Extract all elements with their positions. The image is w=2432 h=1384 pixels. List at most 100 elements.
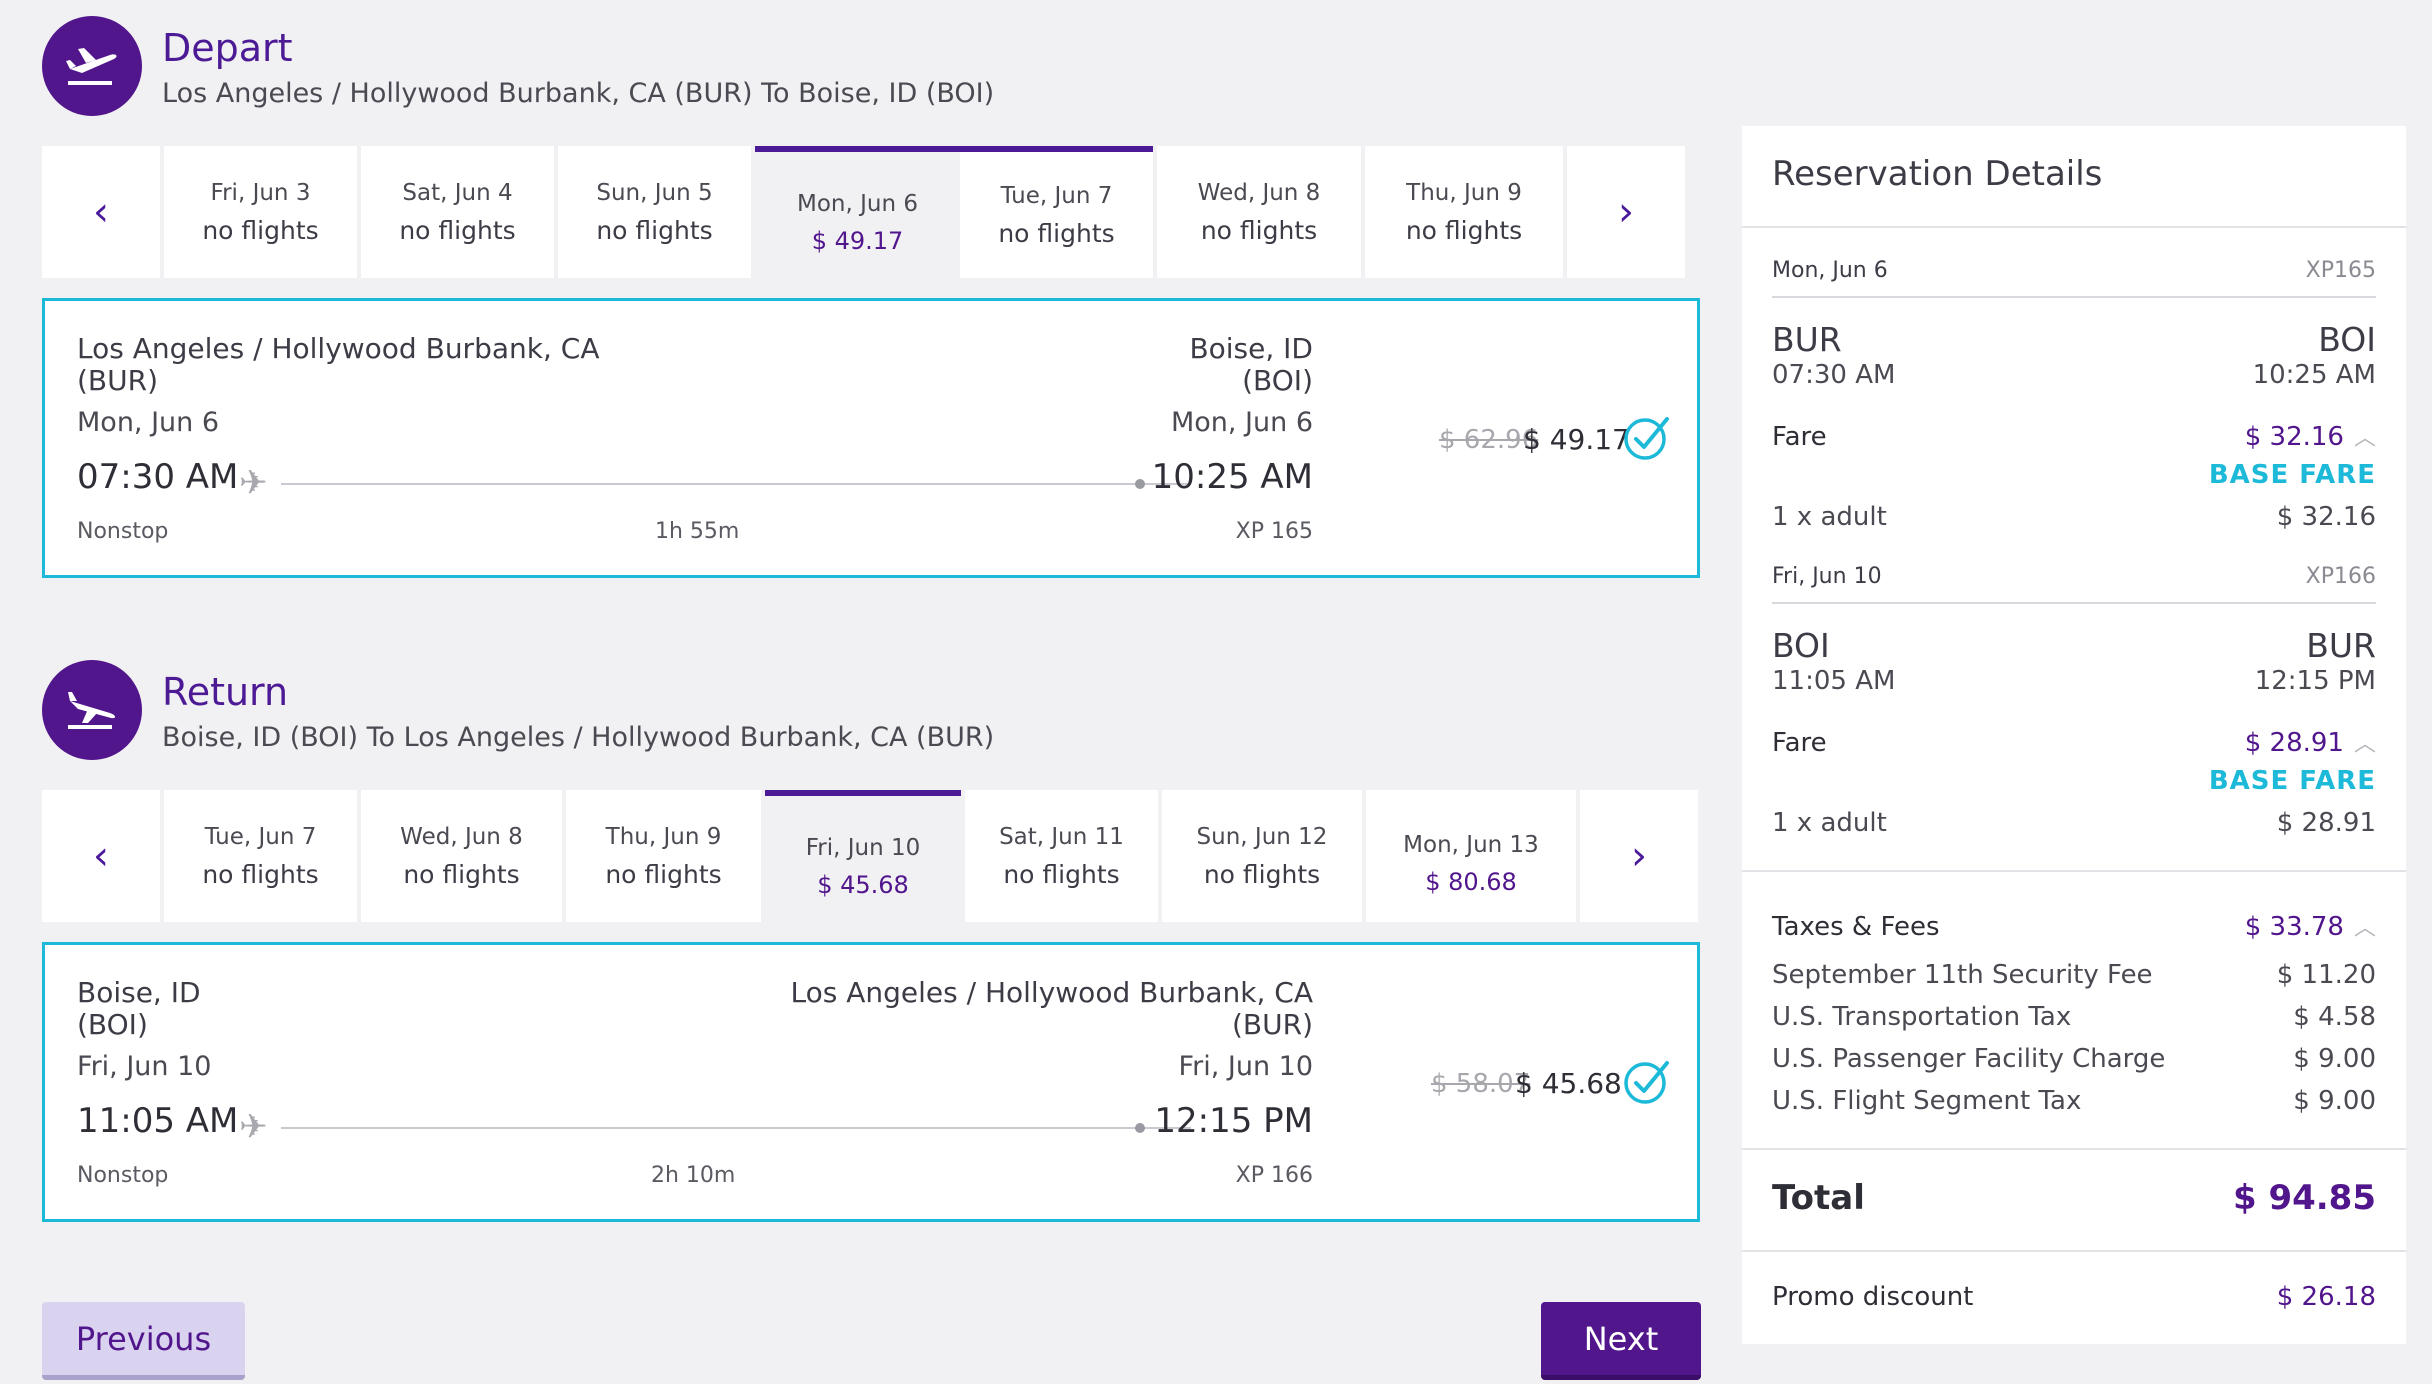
date-label: Wed, Jun 8 [1197, 179, 1321, 206]
fare-row[interactable]: Fare $ 32.16 ︿ [1772, 420, 2376, 452]
flight-path-line [281, 483, 1191, 485]
tax-item: U.S. Flight Segment Tax $ 9.00 [1772, 1086, 2376, 1116]
dest-code: (BOI) [1242, 364, 1313, 397]
original-price: $ 58.07 [1431, 1069, 1531, 1099]
total-amount: $ 94.85 [2232, 1178, 2376, 1218]
chevron-left-icon: ‹ [93, 189, 109, 235]
date-label: Sat, Jun 11 [999, 823, 1124, 850]
depart-time: 07:30 AM [77, 457, 239, 497]
chevron-up-icon[interactable]: ︿ [2353, 732, 2376, 757]
stops: Nonstop [77, 519, 169, 544]
reservation-panel: Reservation Details Mon, Jun 6 XP165 BUR… [1742, 126, 2406, 1344]
passenger-count: 1 x adult [1772, 502, 1887, 532]
return-date-tab[interactable]: Wed, Jun 8 no flights [361, 790, 562, 922]
date-price: $ 45.68 [817, 871, 909, 899]
chevron-up-icon[interactable]: ︿ [2353, 426, 2376, 451]
depart-date-tab[interactable]: Wed, Jun 8 no flights [1157, 146, 1361, 278]
depart-flight-card[interactable]: Los Angeles / Hollywood Burbank, CA (BUR… [42, 298, 1700, 578]
tax-amount: $ 9.00 [2293, 1044, 2376, 1074]
return-title: Return [162, 670, 289, 714]
date-status: no flights [1203, 859, 1321, 889]
divider [1742, 1250, 2406, 1252]
return-date-tab[interactable]: Sun, Jun 12 no flights [1162, 790, 1362, 922]
return-date-tab[interactable]: Sat, Jun 11 no flights [965, 790, 1158, 922]
duration: 2h 10m [651, 1163, 736, 1188]
fare-type-row: BASE FARE [1772, 460, 2376, 490]
return-flight-card[interactable]: Boise, ID (BOI) Los Angeles / Hollywood … [42, 942, 1700, 1222]
previous-button[interactable]: Previous [42, 1302, 245, 1380]
return-next-date-button[interactable]: › [1580, 790, 1698, 922]
depart-date-tab[interactable]: Fri, Jun 3 no flights [164, 146, 357, 278]
date-label: Sun, Jun 5 [596, 179, 713, 206]
fare-label: Fare [1772, 422, 1827, 452]
stops: Nonstop [77, 1163, 169, 1188]
leg-depart-time: 11:05 AM [1772, 666, 1896, 696]
depart-plane-icon [42, 16, 142, 116]
date-label: Thu, Jun 9 [605, 823, 722, 850]
leg-destination: BUR [2306, 626, 2376, 665]
tax-name: U.S. Passenger Facility Charge [1772, 1044, 2166, 1074]
tax-name: September 11th Security Fee [1772, 960, 2153, 990]
leg-destination: BOI [2318, 320, 2376, 359]
date-label: Thu, Jun 9 [1406, 179, 1522, 206]
date-label: Tue, Jun 7 [1000, 182, 1113, 209]
plane-icon: ✈ [239, 463, 268, 503]
origin-city: Boise, ID [77, 976, 201, 1009]
depart-date-tab[interactable]: Sat, Jun 4 no flights [361, 146, 554, 278]
tax-item: U.S. Transportation Tax $ 4.58 [1772, 1002, 2376, 1032]
depart-prev-date-button[interactable]: ‹ [42, 146, 160, 278]
check-circle-icon[interactable] [1623, 413, 1671, 465]
date-status: no flights [1200, 215, 1318, 245]
fare-type: BASE FARE [2208, 460, 2376, 490]
flight-number: XP 165 [1235, 519, 1313, 544]
taxes-row[interactable]: Taxes & Fees $ 33.78 ︿ [1772, 910, 2376, 942]
promo-label: Promo discount [1772, 1282, 1974, 1312]
date-label: Fri, Jun 10 [805, 835, 921, 861]
origin-code: (BOI) [77, 1008, 148, 1041]
depart-date-tab[interactable]: Tue, Jun 7 no flights [960, 146, 1153, 278]
depart-date-tab[interactable]: Sun, Jun 5 no flights [558, 146, 751, 278]
depart-date-strip: ‹ Fri, Jun 3 no flights Sat, Jun 4 no fl… [42, 146, 1700, 278]
return-date-tab[interactable]: Thu, Jun 9 no flights [566, 790, 761, 922]
depart-next-date-button[interactable]: › [1567, 146, 1685, 278]
leg-origin: BUR [1772, 320, 1842, 359]
arrive-time: 10:25 AM [1151, 457, 1313, 497]
next-button[interactable]: Next [1541, 1302, 1701, 1380]
leg-airports: BOI BUR [1772, 626, 2376, 665]
leg-depart-time: 07:30 AM [1772, 360, 1896, 390]
leg-flight-number: XP165 [2305, 258, 2376, 283]
fare-type: BASE FARE [2208, 766, 2376, 796]
origin-city: Los Angeles / Hollywood Burbank, CA [77, 332, 600, 365]
date-label: Wed, Jun 8 [400, 823, 523, 850]
original-price: $ 62.96 [1439, 425, 1539, 455]
return-date-tab-selected[interactable]: Fri, Jun 10 $ 45.68 [765, 790, 961, 922]
check-circle-icon[interactable] [1623, 1057, 1671, 1109]
date-label: Mon, Jun 6 [797, 191, 918, 217]
return-route: Boise, ID (BOI) To Los Angeles / Hollywo… [162, 722, 995, 753]
date-status: no flights [202, 859, 319, 889]
passenger-count: 1 x adult [1772, 808, 1887, 838]
dest-city: Los Angeles / Hollywood Burbank, CA [790, 976, 1313, 1009]
chevron-up-icon[interactable]: ︿ [2353, 916, 2376, 941]
promo-amount: $ 26.18 [2276, 1282, 2376, 1312]
tax-amount: $ 11.20 [2276, 960, 2376, 990]
depart-date-tab[interactable]: Thu, Jun 9 no flights [1365, 146, 1563, 278]
date-label: Tue, Jun 7 [204, 823, 317, 850]
tax-amount: $ 4.58 [2293, 1002, 2376, 1032]
flight-number: XP 166 [1235, 1163, 1313, 1188]
fare-price: $ 28.91 [2244, 728, 2344, 758]
fare-price: $ 49.17 [1523, 423, 1630, 456]
depart-date-tab-selected[interactable]: Mon, Jun 6 $ 49.17 [755, 146, 960, 278]
return-plane-icon [42, 660, 142, 760]
return-date-tab[interactable]: Mon, Jun 13 $ 80.68 [1366, 790, 1576, 922]
dest-date: Fri, Jun 10 [1178, 1051, 1313, 1082]
return-prev-date-button[interactable]: ‹ [42, 790, 160, 922]
date-price: $ 80.68 [1425, 868, 1517, 896]
leg-times: 07:30 AM 10:25 AM [1772, 360, 2376, 390]
leg-arrive-time: 10:25 AM [2252, 360, 2376, 390]
fare-row[interactable]: Fare $ 28.91 ︿ [1772, 726, 2376, 758]
depart-time: 11:05 AM [77, 1101, 239, 1141]
fare-price: $ 45.68 [1515, 1067, 1622, 1100]
leg-header: Mon, Jun 6 XP165 [1772, 258, 2376, 283]
return-date-tab[interactable]: Tue, Jun 7 no flights [164, 790, 357, 922]
